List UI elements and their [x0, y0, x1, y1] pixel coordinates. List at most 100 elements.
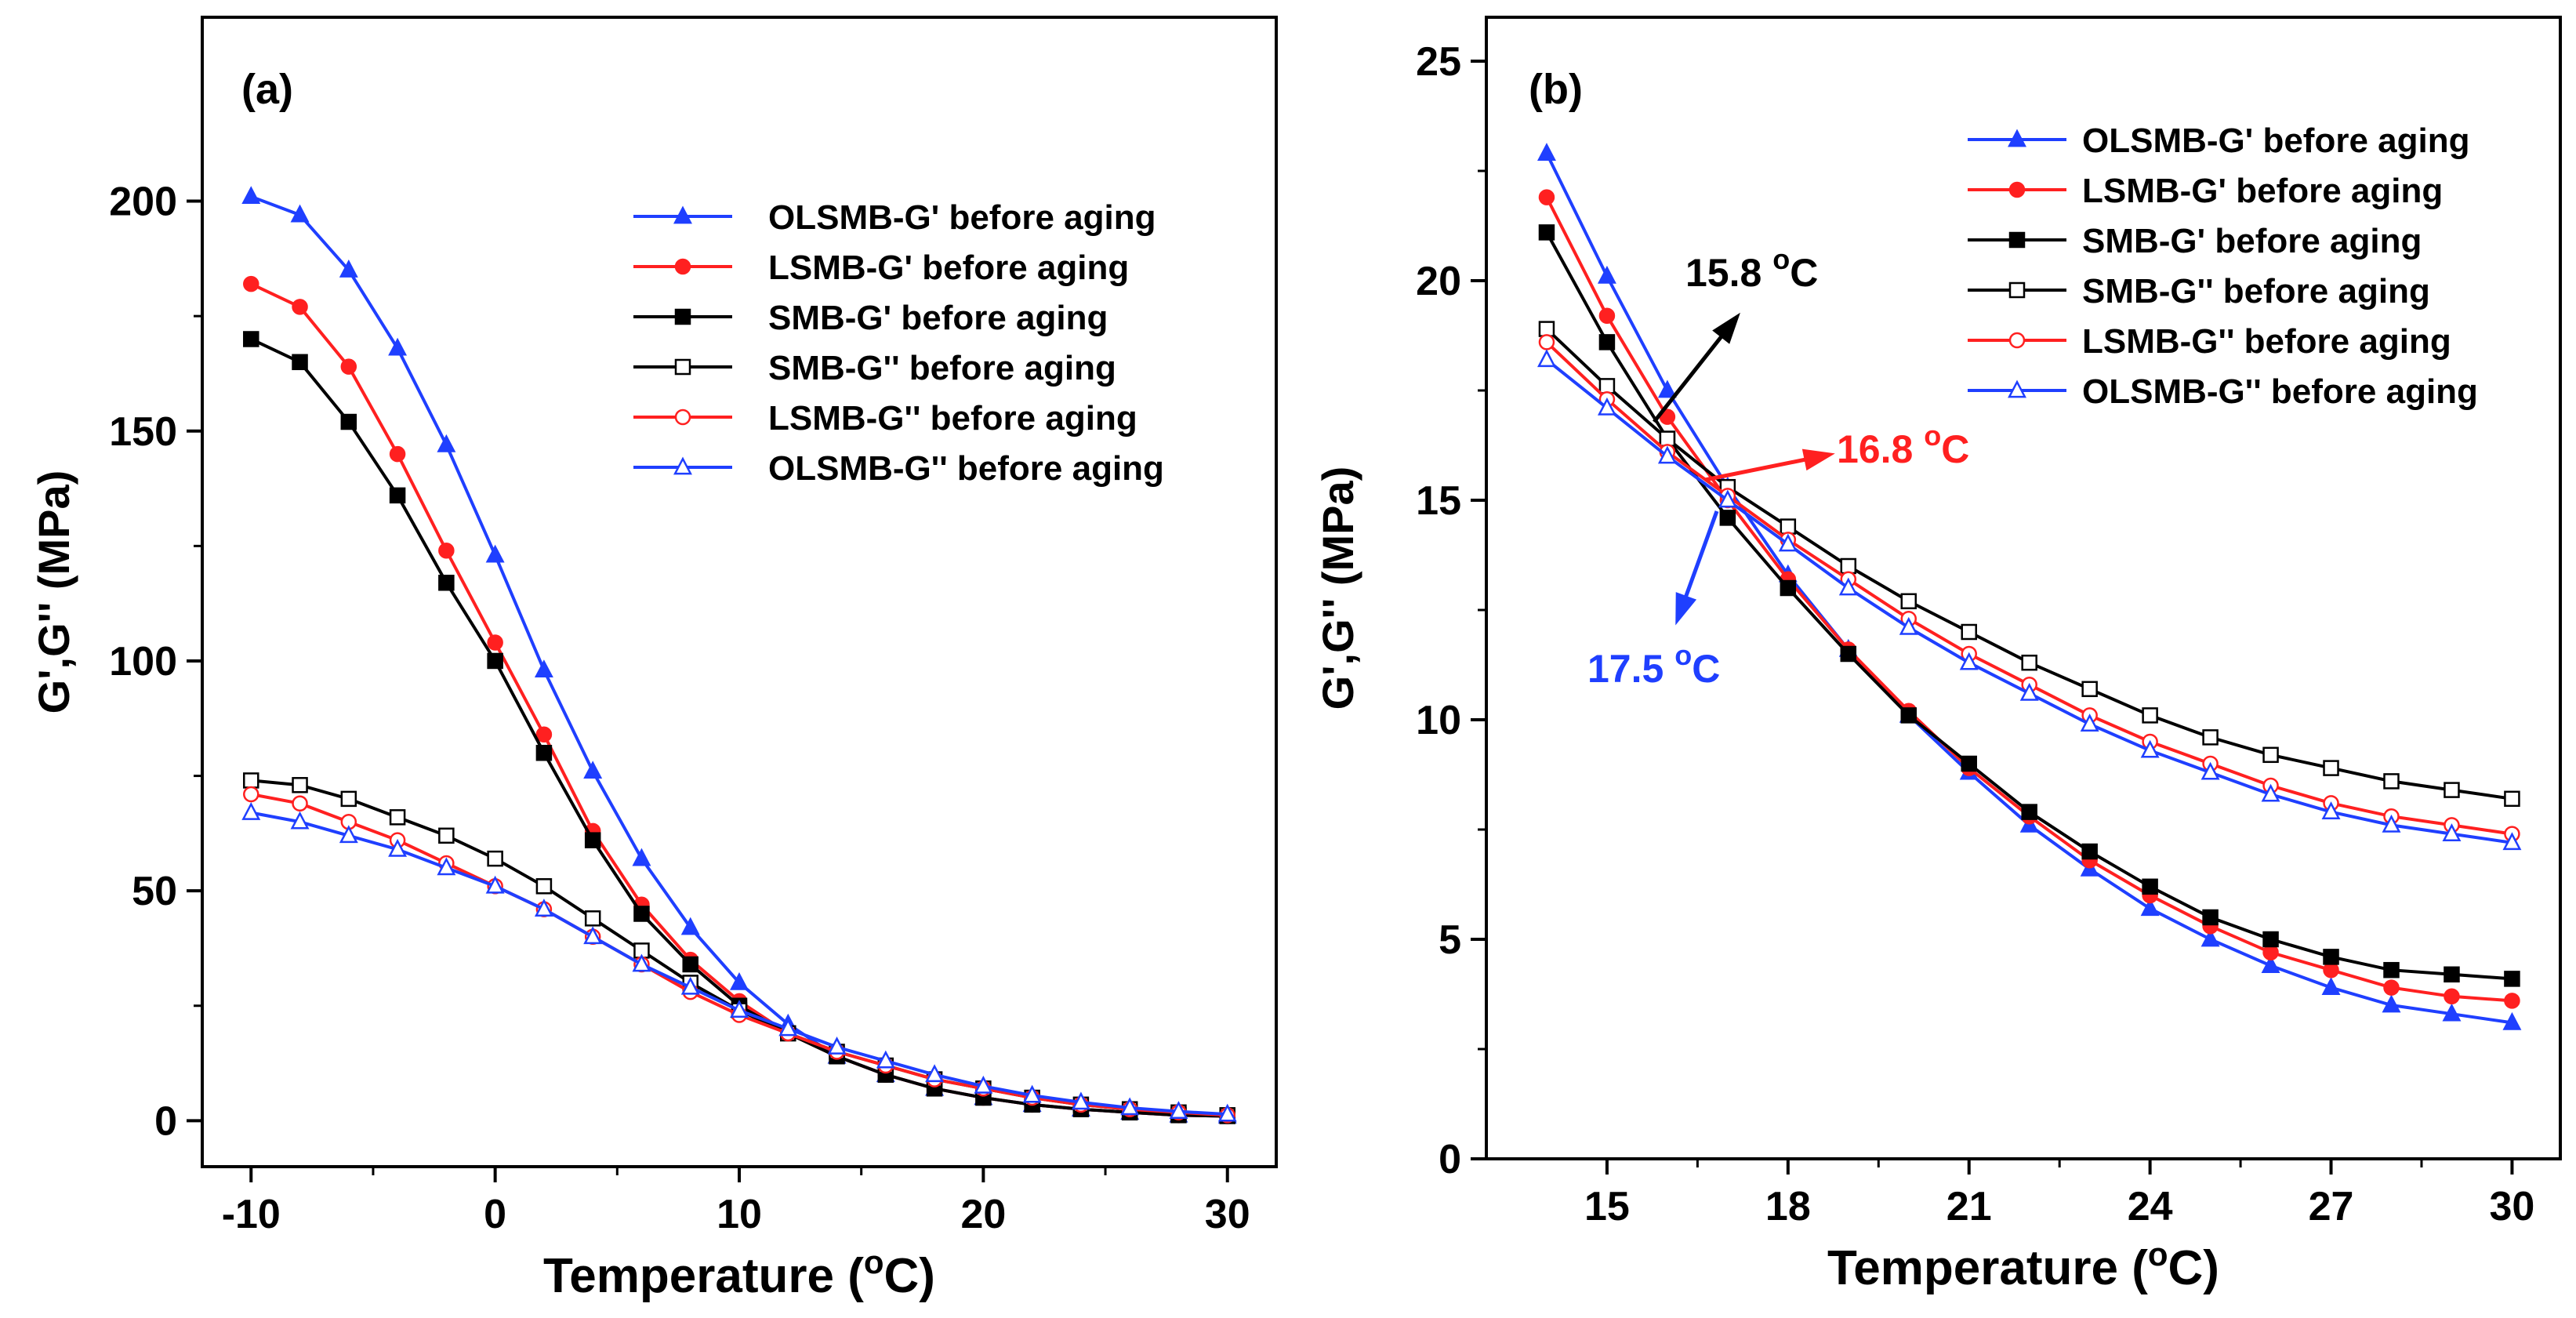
data-point — [340, 790, 357, 808]
x-tick-label: 24 — [2128, 1184, 2173, 1229]
data-point — [1778, 533, 1798, 552]
y-tick-label: 150 — [109, 409, 177, 455]
data-point — [2323, 961, 2339, 979]
y-tick-label: 10 — [1416, 698, 1461, 743]
data-point — [438, 575, 455, 591]
legend-marker — [2008, 281, 2026, 299]
series-0 — [1537, 143, 2522, 1030]
data-point — [2502, 832, 2522, 851]
x-tick-label: 18 — [1765, 1184, 1811, 1229]
data-point — [1597, 265, 1616, 284]
x-tick-label: 20 — [960, 1192, 1006, 1237]
data-point — [583, 761, 603, 779]
series-3 — [243, 772, 1235, 1124]
y-tick-label: 20 — [1416, 259, 1461, 304]
data-point — [1840, 557, 1857, 575]
data-point — [1959, 652, 1979, 670]
legend-marker — [673, 205, 692, 224]
data-point — [632, 848, 651, 866]
data-point — [243, 331, 259, 347]
data-point — [1657, 445, 1677, 464]
data-point — [2504, 993, 2520, 1009]
series-line — [251, 779, 1228, 1117]
y-tick-label: 0 — [154, 1098, 177, 1144]
series-2 — [1538, 224, 2520, 987]
data-point — [1659, 430, 1676, 447]
data-point — [438, 542, 455, 559]
legend-label: SMB-G'' before aging — [768, 349, 1116, 387]
x-axis-label: Temperature (oC) — [543, 1244, 935, 1303]
data-point — [389, 809, 406, 826]
data-point — [388, 838, 408, 857]
data-point — [1537, 349, 1556, 368]
data-point — [2382, 814, 2401, 833]
legend-label: LSMB-G'' before aging — [768, 399, 1137, 438]
data-point — [730, 971, 749, 990]
x-tick-label: 27 — [2309, 1184, 2354, 1229]
data-point — [1598, 378, 1616, 394]
legend-marker — [674, 258, 691, 275]
data-point — [535, 726, 553, 743]
data-point — [2382, 994, 2401, 1013]
annotation-label: 17.5 oC — [1587, 639, 1720, 691]
data-point — [1071, 1091, 1090, 1110]
y-tick-label: 0 — [1439, 1137, 1461, 1182]
data-point — [1120, 1097, 1140, 1116]
data-point — [2142, 878, 2158, 895]
data-point — [584, 910, 601, 927]
data-point — [1900, 593, 1917, 610]
series-line — [250, 811, 1228, 1116]
data-point — [1840, 645, 1857, 663]
data-point — [1598, 307, 1616, 325]
data-point — [241, 801, 261, 820]
series-4 — [1538, 334, 2520, 842]
x-tick-label: 15 — [1584, 1184, 1630, 1229]
chart-panel-a: -10 0 10 20 30 0 50 100 150 200 Temperature (oC) G'… — [29, 16, 1278, 1303]
data-point — [290, 811, 310, 830]
data-point — [2262, 931, 2279, 948]
data-point — [876, 1050, 895, 1069]
data-point — [2081, 843, 2098, 860]
data-point — [2442, 823, 2462, 841]
panel-label: (a) — [241, 66, 293, 113]
data-point — [2383, 773, 2400, 790]
series-5 — [241, 801, 1237, 1122]
annotation-arrowhead — [1801, 448, 1835, 471]
annotation-0: 15.8 oC — [1653, 243, 1818, 423]
panel-label: (b) — [1529, 66, 1583, 113]
x-tick-label: 30 — [2490, 1184, 2535, 1229]
legend-label: OLSMB-G' before aging — [2082, 122, 2469, 160]
data-point — [1718, 489, 1737, 508]
x-tick-label: -10 — [222, 1192, 281, 1237]
data-point — [535, 744, 553, 761]
data-point — [535, 878, 553, 895]
data-point — [2262, 746, 2279, 764]
data-point — [682, 956, 698, 973]
legend-label: LSMB-G'' before aging — [2082, 322, 2451, 361]
data-point — [534, 899, 553, 917]
data-point — [2200, 928, 2220, 947]
annotation-1: 16.8 oC — [1704, 419, 1969, 482]
data-point — [2444, 782, 2460, 798]
data-point — [292, 777, 308, 793]
data-point — [2321, 801, 2341, 819]
data-point — [1537, 143, 1556, 161]
data-point — [1022, 1084, 1042, 1103]
series-3 — [1538, 321, 2520, 808]
data-point — [730, 1000, 749, 1018]
legend-marker — [674, 358, 691, 376]
data-point — [534, 659, 553, 678]
y-tick-label: 200 — [109, 180, 177, 225]
data-point — [2261, 955, 2280, 973]
data-point — [340, 358, 357, 375]
annotation-label: 15.8 oC — [1685, 243, 1818, 295]
series-line — [1545, 340, 2513, 836]
data-point — [2142, 707, 2158, 724]
legend-label: SMB-G' before aging — [768, 299, 1108, 337]
data-point — [487, 634, 503, 651]
data-point — [2080, 713, 2099, 732]
data-point — [2140, 739, 2160, 758]
legend-marker — [674, 408, 691, 426]
legend-marker — [2008, 181, 2026, 198]
